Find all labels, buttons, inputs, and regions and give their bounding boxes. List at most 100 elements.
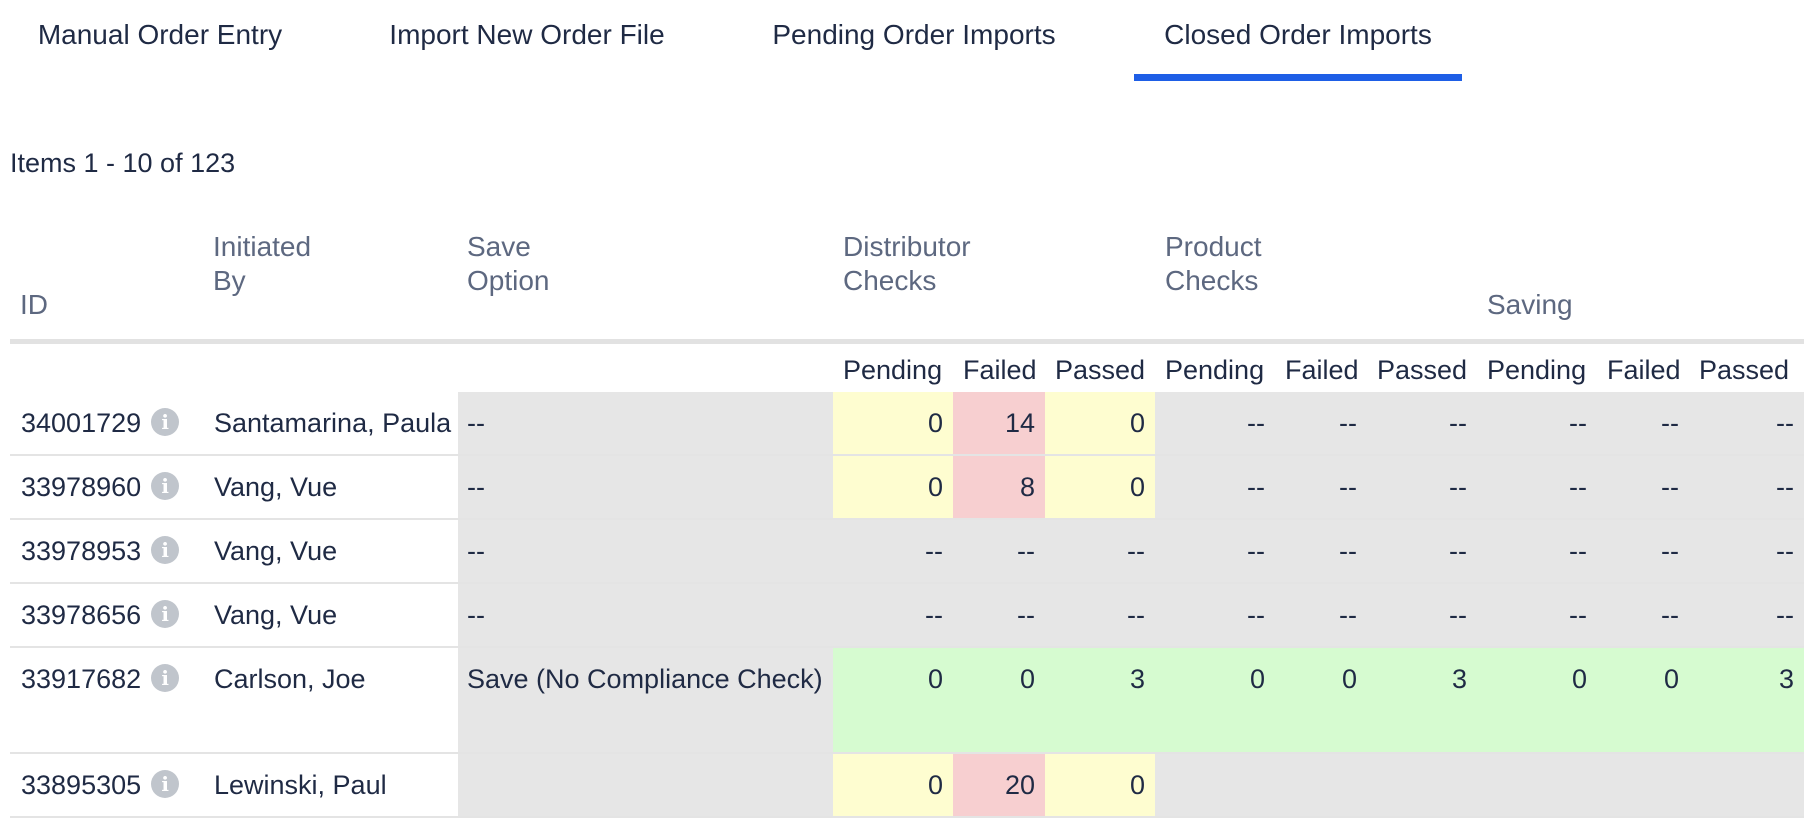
info-icon[interactable]: i <box>151 471 180 500</box>
row-value-failed: 20 <box>953 754 1045 816</box>
table-row[interactable]: 33917682 i Carlson, Joe Save (No Compliance… <box>10 648 1804 754</box>
header-product-checks-line1: Product <box>1165 231 1262 262</box>
row-save-option <box>458 754 833 816</box>
tab-pending-order-imports[interactable]: Pending Order Imports <box>772 19 1056 50</box>
row-value-passed: -- <box>1689 584 1804 646</box>
row-value-failed: 0 <box>1597 648 1689 752</box>
row-value-failed: 0 <box>1275 648 1367 752</box>
row-id-cell: 33917682 i <box>21 648 211 752</box>
row-value-passed: -- <box>1367 520 1477 582</box>
info-icon[interactable]: i <box>151 663 180 692</box>
row-save-option: -- <box>458 520 833 582</box>
subheader-distributor-passed[interactable]: Passed <box>1055 355 1146 385</box>
row-value-passed: -- <box>1367 456 1477 518</box>
row-id: 33895305 <box>21 770 142 800</box>
subheader-product-pending[interactable]: Pending <box>1165 355 1265 385</box>
row-id-cell: 33978960 i <box>21 456 211 518</box>
row-value-failed: 0 <box>953 648 1045 752</box>
row-id-cell: 33895305 i <box>21 754 211 816</box>
row-save-option: -- <box>458 584 833 646</box>
table-row[interactable]: 33978953 i Vang, Vue -- -- -- -- -- -- -- -- -- -- <box>10 520 1804 584</box>
header-distributor-checks-line1: Distributor <box>843 231 971 262</box>
row-initiated-by: Vang, Vue <box>214 600 338 630</box>
table-row[interactable]: 33895305 i Lewinski, Paul 0 20 0 <box>10 754 1804 818</box>
row-id: 33917682 <box>21 664 142 694</box>
row-value-pending: -- <box>1155 456 1275 518</box>
header-product-checks: Product Checks <box>1165 230 1262 298</box>
table-row[interactable]: 33978656 i Vang, Vue -- -- -- -- -- -- -- -- -- -- <box>10 584 1804 648</box>
row-id: 33978960 <box>21 472 142 502</box>
info-icon[interactable]: i <box>151 599 180 628</box>
subheader-product-failed[interactable]: Failed <box>1285 355 1359 385</box>
subheader-distributor-pending[interactable]: Pending <box>843 355 943 385</box>
row-value-passed: 0 <box>1045 392 1155 454</box>
row-value-failed <box>1597 754 1689 816</box>
row-id: 33978656 <box>21 600 142 630</box>
subheader-distributor-failed[interactable]: Failed <box>963 355 1037 385</box>
row-value-failed: -- <box>1275 456 1367 518</box>
row-id-cell: 33978656 i <box>21 584 211 646</box>
row-value-failed: -- <box>1597 584 1689 646</box>
header-save-option-line1: Save <box>467 231 531 262</box>
header-save-option[interactable]: Save Option <box>467 230 550 298</box>
row-value-passed: -- <box>1367 584 1477 646</box>
header-id[interactable]: ID <box>20 289 48 320</box>
row-value-pending: -- <box>1477 584 1597 646</box>
items-count: Items 1 - 10 of 123 <box>10 148 236 178</box>
row-initiated-by: Vang, Vue <box>214 536 338 566</box>
row-value-passed: 3 <box>1689 648 1804 752</box>
row-value-failed: -- <box>953 520 1045 582</box>
row-value-pending: -- <box>833 584 953 646</box>
row-value-passed: 0 <box>1045 456 1155 518</box>
row-value-pending: -- <box>1477 392 1597 454</box>
tab-closed-order-imports[interactable]: Closed Order Imports <box>1134 0 1462 82</box>
subheader-saving-pending[interactable]: Pending <box>1487 355 1587 385</box>
info-icon[interactable]: i <box>151 407 180 436</box>
tab-import-new-order-file[interactable]: Import New Order File <box>389 19 665 50</box>
row-value-failed: -- <box>1275 520 1367 582</box>
row-id-cell: 34001729 i <box>21 392 211 454</box>
row-value-passed: -- <box>1689 520 1804 582</box>
row-initiated-by: Vang, Vue <box>214 472 338 502</box>
info-icon[interactable]: i <box>151 535 180 564</box>
subheader-saving-passed[interactable]: Passed <box>1699 355 1790 385</box>
row-value-passed: 3 <box>1367 648 1477 752</box>
header-initiated-by-line1: Initiated <box>213 231 312 262</box>
row-value-passed: -- <box>1367 392 1477 454</box>
row-value-pending <box>1155 754 1275 816</box>
row-value-passed <box>1367 754 1477 816</box>
row-initiated-by: Santamarina, Paula <box>214 408 452 438</box>
row-value-pending: 0 <box>833 648 953 752</box>
row-value-passed: -- <box>1689 392 1804 454</box>
header-divider <box>10 339 1804 344</box>
header-initiated-by-line2: By <box>213 265 246 296</box>
row-save-option: Save (No Compliance Check) <box>458 648 833 752</box>
row-value-pending: -- <box>1155 584 1275 646</box>
row-value-pending: 0 <box>833 754 953 816</box>
row-initiated-by: Lewinski, Paul <box>214 770 387 800</box>
table-row[interactable]: 33978960 i Vang, Vue -- 0 8 0 -- -- -- -- -- -- <box>10 456 1804 520</box>
table-body: 34001729 i Santamarina, Paula -- 0 14 0 -- -- -- -… <box>10 392 1804 818</box>
row-id: 34001729 <box>21 408 142 438</box>
tab-manual-order-entry[interactable]: Manual Order Entry <box>37 19 283 50</box>
info-icon[interactable]: i <box>151 769 180 798</box>
row-value-passed: 0 <box>1045 754 1155 816</box>
row-value-failed: -- <box>1275 392 1367 454</box>
row-value-pending <box>1477 754 1597 816</box>
row-value-pending: -- <box>1155 520 1275 582</box>
row-value-pending: 0 <box>1155 648 1275 752</box>
row-value-pending: 0 <box>1477 648 1597 752</box>
header-initiated-by[interactable]: Initiated By <box>213 230 311 298</box>
header-distributor-checks-line2: Checks <box>843 265 937 296</box>
header-saving: Saving <box>1487 289 1573 320</box>
subheader-product-passed[interactable]: Passed <box>1377 355 1468 385</box>
header-distributor-checks: Distributor Checks <box>843 230 971 298</box>
row-id: 33978953 <box>21 536 142 566</box>
row-value-pending: -- <box>833 520 953 582</box>
row-save-option: -- <box>458 392 833 454</box>
row-value-passed: -- <box>1689 456 1804 518</box>
table-row[interactable]: 34001729 i Santamarina, Paula -- 0 14 0 -- -- -- -… <box>10 392 1804 456</box>
subheader-saving-failed[interactable]: Failed <box>1607 355 1681 385</box>
row-initiated-by: Carlson, Joe <box>214 664 366 694</box>
row-value-passed: -- <box>1045 520 1155 582</box>
